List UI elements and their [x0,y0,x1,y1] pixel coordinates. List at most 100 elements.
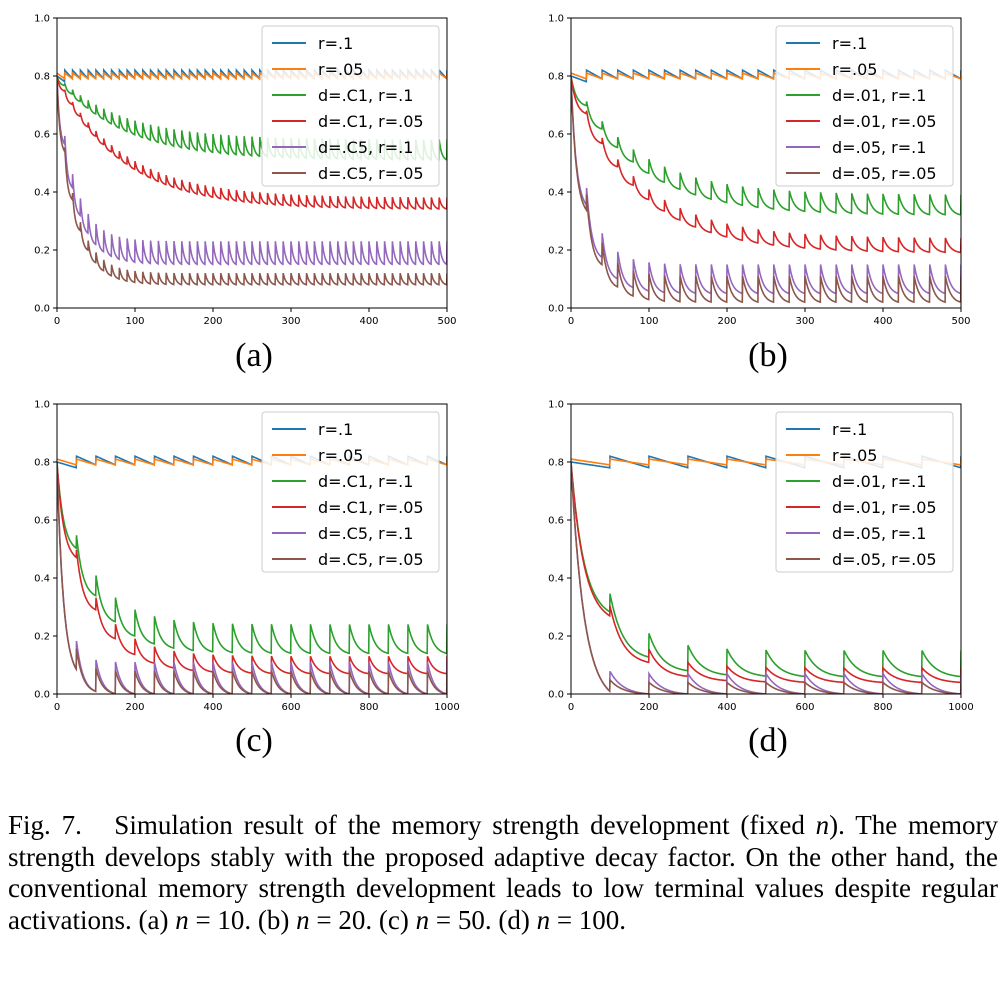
chart-panel-b: 0 100 200 300 400 500 0.0 0.2 0.4 0.6 0.8 1.0 r=.1 r=… [548,14,970,328]
legend-box [261,25,440,187]
x-tick-label: 600 [795,702,814,713]
panel-label-a: (a) [235,337,273,374]
x-tick-label: 100 [125,316,144,327]
x-tick-label: 400 [359,316,378,327]
y-tick-label: 0.2 [34,246,50,257]
x-tick-label: 0 [54,316,60,327]
panel-label-d: (d) [748,722,788,759]
x-tick-label: 200 [717,316,736,327]
legend-label: r=.1 [832,34,867,53]
y-tick-label: 0.4 [548,188,564,199]
caption-var: n [175,904,189,935]
y-tick-label: 0.6 [34,130,50,141]
caption-var: n [415,904,430,935]
y-tick-label: 0.0 [34,690,50,701]
series-line [57,75,447,286]
y-tick-label: 0.4 [34,188,50,199]
series-line [571,75,961,216]
figure-caption: Fig. 7. Simulation result of the memory … [8,810,998,936]
legend-label: r=.1 [318,34,353,53]
legend-label: d=.01, r=.05 [832,498,937,517]
x-tick-label: 800 [873,702,892,713]
x-tick-label: 200 [203,316,222,327]
plot-frame [570,17,962,309]
panel-label-c: (c) [235,722,273,759]
y-tick-label: 0.6 [548,130,564,141]
y-tick-label: 0.6 [34,516,50,527]
x-tick-label: 800 [359,702,378,713]
plot-frame [56,17,448,309]
series-line [57,75,447,266]
legend-label: d=.C1, r=.05 [318,498,424,517]
x-tick-label: 400 [717,702,736,713]
series-line [571,461,961,684]
legend-box [775,411,954,573]
y-tick-label: 0.0 [548,304,564,315]
caption-eq: = 20. (c) [309,904,416,935]
legend-label: d=.C5, r=.1 [318,524,413,543]
caption-var: n [536,904,551,935]
legend-label: d=.C5, r=.1 [318,138,413,157]
y-tick-label: 1.0 [548,400,564,411]
caption-var: n [296,904,310,935]
figure: 0 100 200 300 400 500 0.0 0.2 0.4 0.6 0.8 1.0 r=.1 r=… [34,14,974,714]
plot-frame [570,403,962,695]
x-tick-label: 200 [639,702,658,713]
x-tick-label: 400 [873,316,892,327]
legend-label: d=.05, r=.1 [832,138,926,157]
legend-label: d=.01, r=.1 [832,86,926,105]
x-tick-label: 500 [437,316,456,327]
legend-label: r=.05 [832,446,877,465]
y-tick-label: 0.2 [34,632,50,643]
y-tick-label: 0.6 [548,516,564,527]
legend-box [261,411,440,573]
x-tick-label: 1000 [948,702,973,713]
x-tick-label: 100 [639,316,658,327]
caption-text: ). The memory strength develops stably w… [8,810,999,935]
x-tick-label: 0 [568,702,574,713]
caption-eq: = 10. (b) [188,904,297,935]
x-tick-label: 500 [951,316,970,327]
caption-fig-number: Fig. 7. [8,810,82,840]
x-tick-label: 600 [281,702,300,713]
series-line [571,461,961,694]
y-tick-label: 1.0 [34,400,50,411]
y-tick-label: 0.4 [34,574,50,585]
legend-label: r=.1 [318,420,353,439]
legend-label: d=.C1, r=.1 [318,472,413,491]
y-tick-label: 0.0 [34,304,50,315]
legend-label: d=.01, r=.05 [832,112,937,131]
plot-frame [56,403,448,695]
legend-label: d=.C5, r=.05 [318,550,424,569]
series-line [57,461,447,655]
y-tick-label: 0.0 [548,690,564,701]
y-tick-label: 0.8 [548,72,564,83]
series-line [571,461,961,678]
legend-label: d=.05, r=.05 [832,164,937,183]
legend-label: r=.05 [832,60,877,79]
x-tick-label: 0 [54,702,60,713]
series-line [571,75,961,304]
y-tick-label: 1.0 [548,14,564,25]
legend-label: d=.05, r=.05 [832,550,937,569]
y-tick-label: 0.2 [548,632,564,643]
legend-box [775,25,954,187]
series-line [571,75,961,254]
panel-label-b: (b) [748,337,788,374]
y-tick-label: 0.8 [34,458,50,469]
x-tick-label: 0 [568,316,574,327]
y-tick-label: 0.4 [548,574,564,585]
series-line [571,75,961,295]
series-line [57,461,447,694]
y-tick-label: 1.0 [34,14,50,25]
y-tick-label: 0.8 [548,458,564,469]
legend-label: d=.01, r=.1 [832,472,926,491]
caption-text: Simulation result of the memory strength… [114,810,816,840]
chart-panel-a: 0 100 200 300 400 500 0.0 0.2 0.4 0.6 0.8 1.0 r=.1 r=… [34,14,456,328]
legend-label: d=.C5, r=.05 [318,164,424,183]
y-tick-label: 0.2 [548,246,564,257]
x-tick-label: 400 [203,702,222,713]
legend-label: d=.C1, r=.05 [318,112,424,131]
series-line [57,461,447,675]
x-tick-label: 1000 [434,702,459,713]
